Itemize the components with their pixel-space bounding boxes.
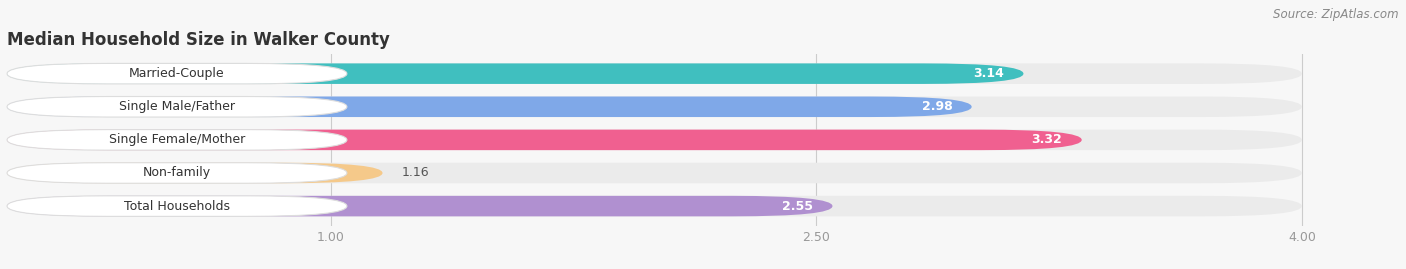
Text: Source: ZipAtlas.com: Source: ZipAtlas.com <box>1274 8 1399 21</box>
FancyBboxPatch shape <box>7 196 832 216</box>
FancyBboxPatch shape <box>7 63 1302 84</box>
Text: Single Male/Father: Single Male/Father <box>120 100 235 113</box>
Text: Single Female/Mother: Single Female/Mother <box>108 133 245 146</box>
Text: 2.55: 2.55 <box>782 200 813 213</box>
Text: 3.32: 3.32 <box>1032 133 1063 146</box>
FancyBboxPatch shape <box>7 97 972 117</box>
FancyBboxPatch shape <box>7 63 1024 84</box>
FancyBboxPatch shape <box>7 97 347 117</box>
FancyBboxPatch shape <box>7 130 347 150</box>
Text: Median Household Size in Walker County: Median Household Size in Walker County <box>7 31 389 49</box>
Text: 3.14: 3.14 <box>973 67 1004 80</box>
Text: 2.98: 2.98 <box>921 100 952 113</box>
Text: Married-Couple: Married-Couple <box>129 67 225 80</box>
FancyBboxPatch shape <box>7 130 1081 150</box>
FancyBboxPatch shape <box>7 130 1302 150</box>
FancyBboxPatch shape <box>7 163 1302 183</box>
Text: Total Households: Total Households <box>124 200 231 213</box>
FancyBboxPatch shape <box>7 196 347 216</box>
FancyBboxPatch shape <box>7 163 347 183</box>
FancyBboxPatch shape <box>7 97 1302 117</box>
FancyBboxPatch shape <box>7 63 347 84</box>
FancyBboxPatch shape <box>7 196 1302 216</box>
Text: 1.16: 1.16 <box>402 167 430 179</box>
FancyBboxPatch shape <box>7 163 382 183</box>
Text: Non-family: Non-family <box>143 167 211 179</box>
